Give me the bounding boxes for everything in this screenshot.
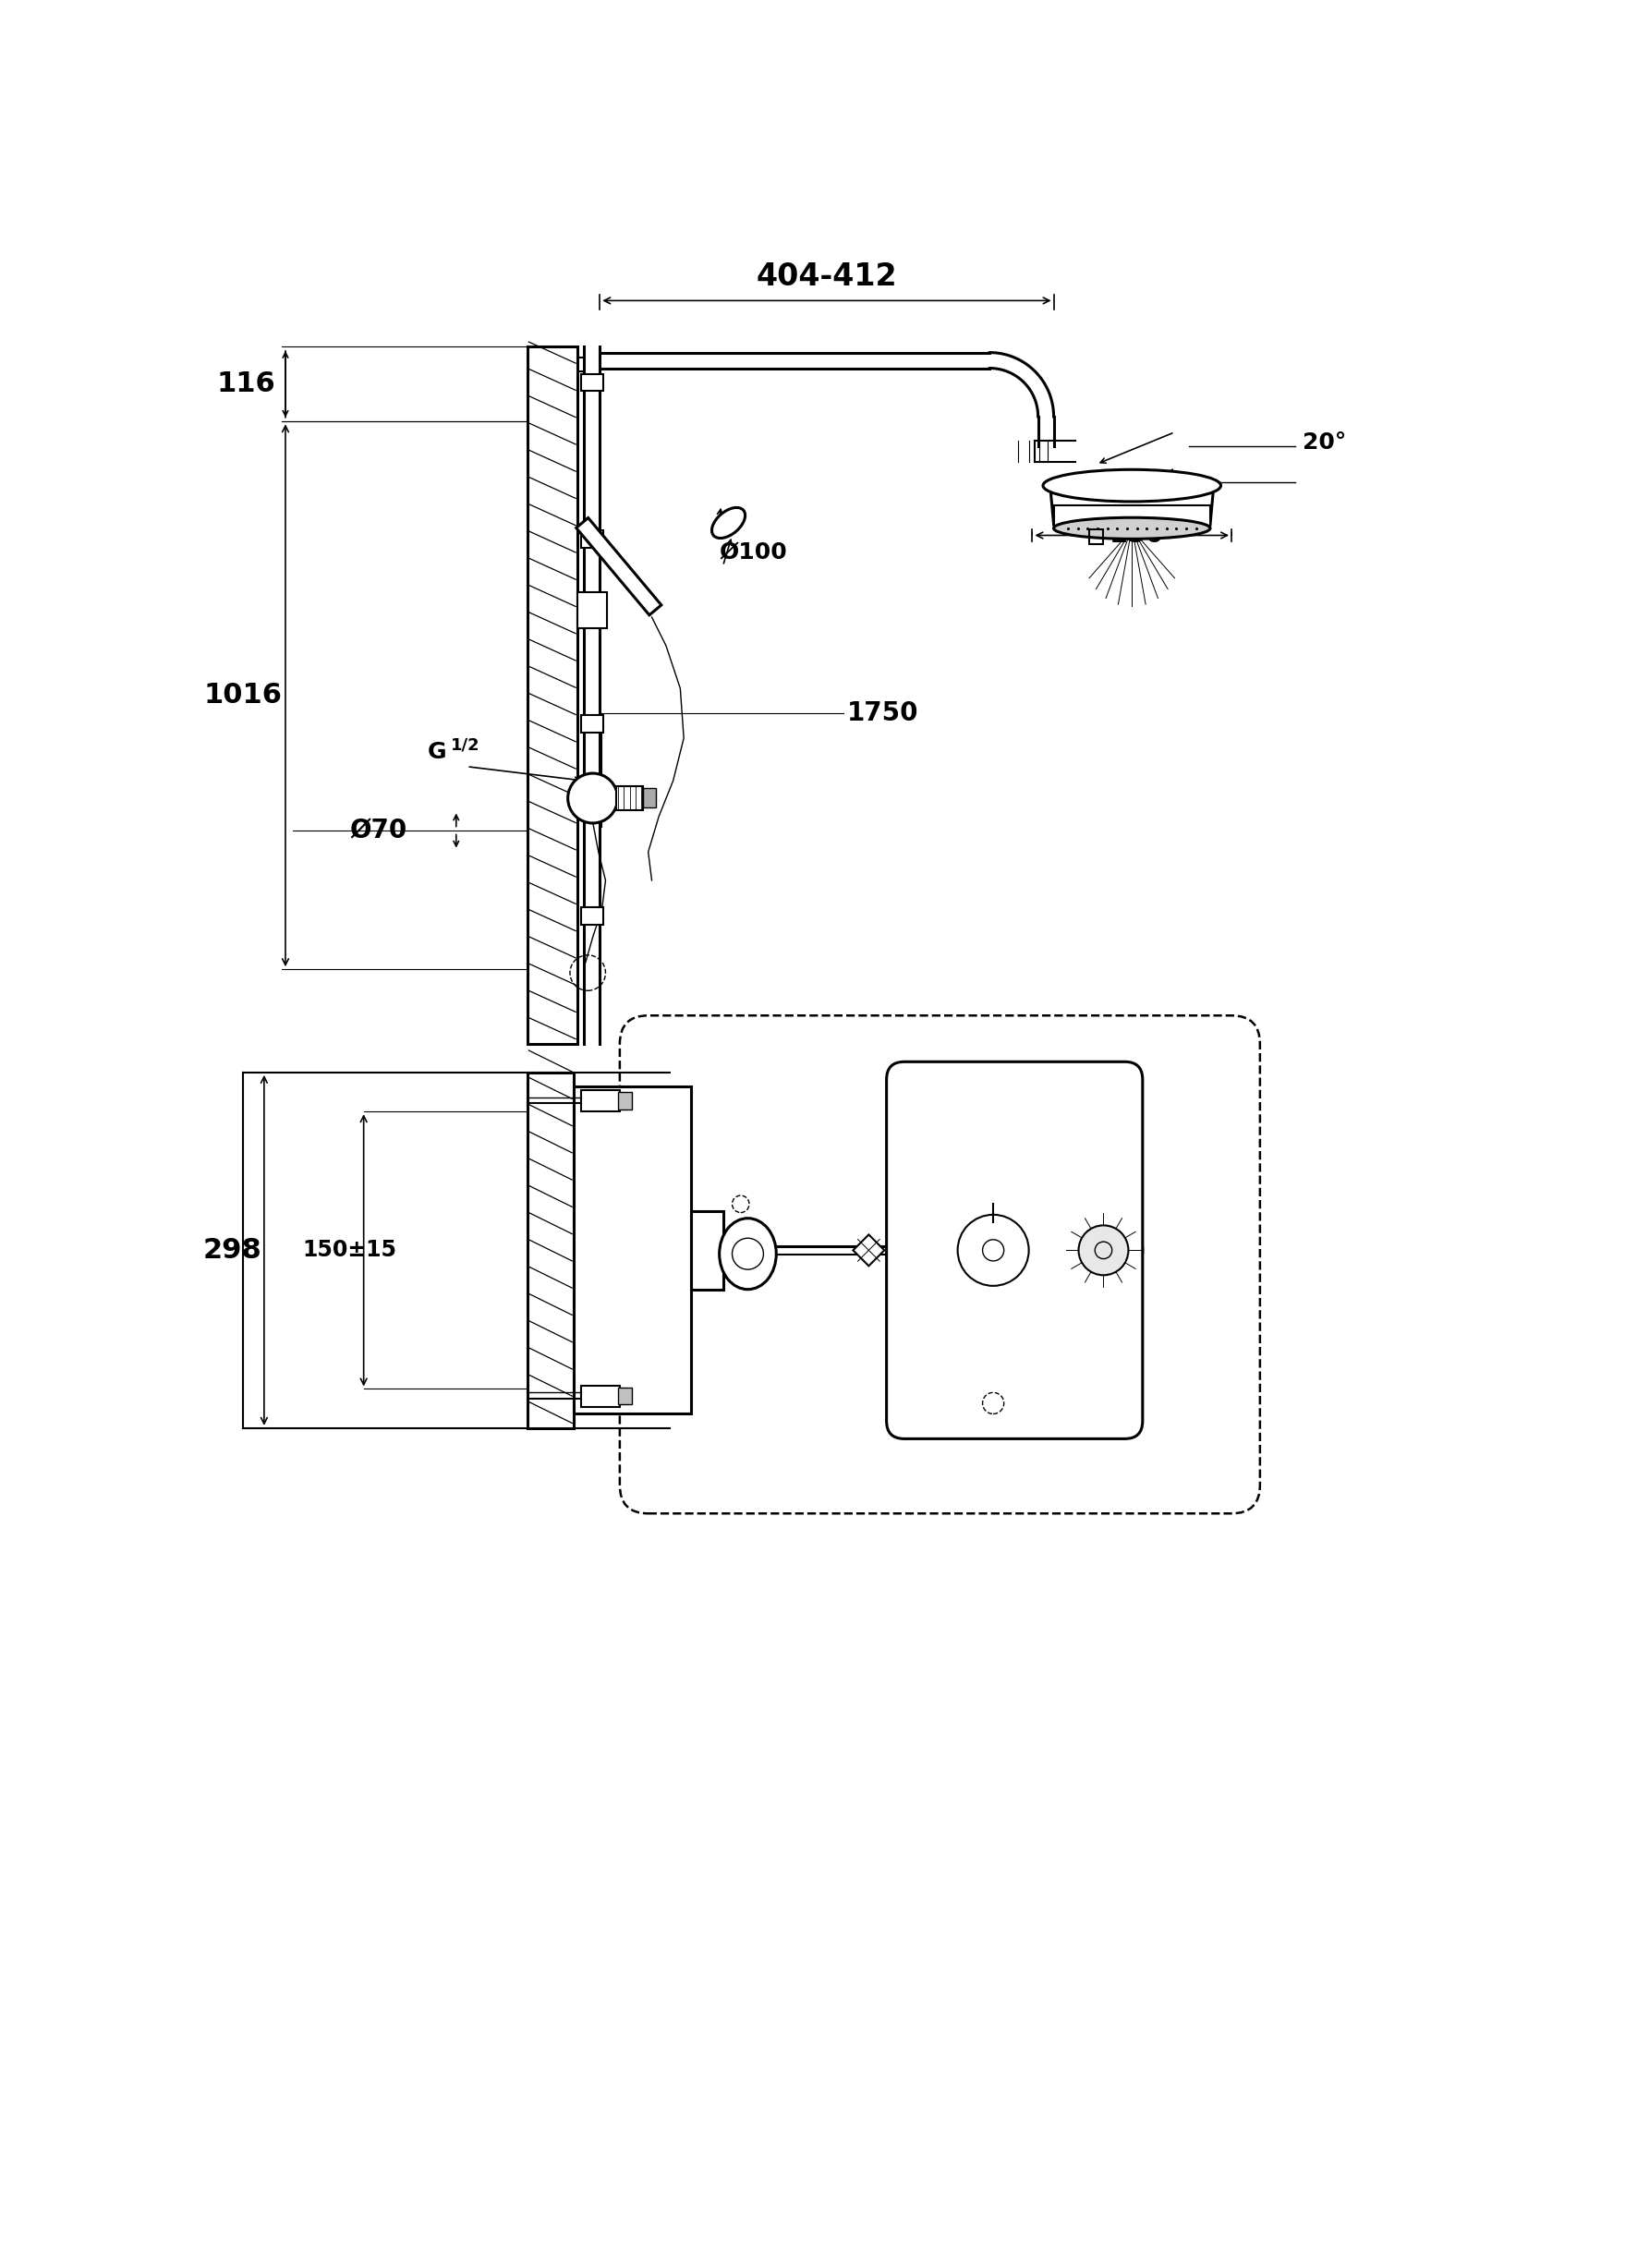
Circle shape [1092,1241,1115,1261]
Text: 250: 250 [1110,522,1165,549]
Text: 1750: 1750 [847,701,920,726]
Bar [577,592,608,628]
Bar [617,1388,632,1404]
Text: 150±15: 150±15 [302,1238,396,1261]
Text: 404-412: 404-412 [756,261,897,293]
Circle shape [1079,1225,1128,1275]
Bar [580,531,603,547]
Bar [580,907,603,925]
Bar [644,787,656,807]
Ellipse shape [720,1218,777,1290]
Bar [580,1091,619,1111]
Bar [691,1211,723,1290]
Bar [580,714,603,733]
Bar [616,785,644,810]
Text: Ø100: Ø100 [720,542,788,565]
Bar [617,1093,632,1109]
Bar [574,1086,691,1413]
Bar [580,374,603,390]
Ellipse shape [712,508,746,538]
Circle shape [983,1241,1004,1261]
Circle shape [567,773,617,823]
Text: G: G [427,742,447,764]
Ellipse shape [1053,517,1211,540]
Text: 1/2: 1/2 [450,737,479,753]
Text: 298: 298 [203,1236,262,1263]
Bar [526,347,577,1043]
Polygon shape [853,1234,884,1266]
Bar [580,1386,619,1406]
Text: 116: 116 [216,370,276,397]
Bar [526,1073,574,1429]
Text: 1016: 1016 [203,683,283,710]
Polygon shape [1050,485,1214,524]
Bar [1089,531,1103,544]
Bar [1053,506,1211,528]
FancyBboxPatch shape [887,1061,1142,1438]
Polygon shape [577,517,661,615]
Text: Ø70: Ø70 [349,819,406,844]
Circle shape [1064,1211,1142,1290]
Text: 20°: 20° [1303,431,1347,454]
Ellipse shape [1043,469,1220,501]
